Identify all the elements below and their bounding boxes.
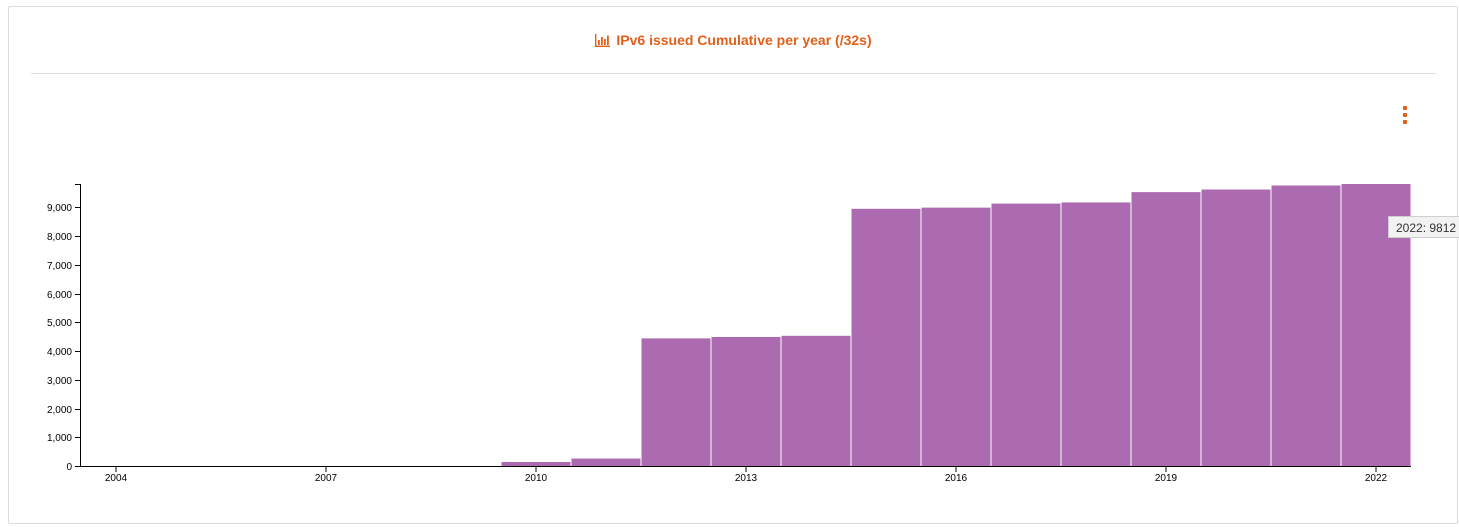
chart-header: IPv6 issued Cumulative per year (/32s) — [31, 7, 1436, 74]
menu-dot — [1403, 106, 1407, 110]
y-tick-label-8000: 8,000 — [47, 232, 72, 243]
bar-chart-icon — [595, 33, 611, 47]
bar-2011[interactable] — [571, 458, 641, 466]
menu-dot — [1403, 120, 1407, 124]
x-tick-label-2019: 2019 — [1155, 473, 1178, 484]
y-tick-label-4000: 4,000 — [47, 347, 72, 358]
bar-2017[interactable] — [991, 203, 1061, 467]
x-tick-label-2022: 2022 — [1365, 473, 1388, 484]
bar-2018[interactable] — [1061, 202, 1131, 466]
y-tick-label-5000: 5,000 — [47, 318, 72, 329]
bar-2015[interactable] — [851, 208, 921, 467]
bar-2020[interactable] — [1201, 189, 1271, 466]
bar-2019[interactable] — [1131, 192, 1201, 466]
bar-2014[interactable] — [781, 335, 851, 466]
bar-2016[interactable] — [921, 207, 991, 466]
bar-2021[interactable] — [1271, 185, 1341, 466]
y-tick-label-6000: 6,000 — [47, 290, 72, 301]
chart-title-text: IPv6 issued Cumulative per year (/32s) — [616, 32, 872, 48]
menu-dot — [1403, 113, 1407, 117]
chart-title: IPv6 issued Cumulative per year (/32s) — [595, 32, 872, 48]
bar-2010[interactable] — [501, 461, 571, 466]
y-tick-label-3000: 3,000 — [47, 376, 72, 387]
x-tick-label-2016: 2016 — [945, 473, 968, 484]
x-tick-label-2013: 2013 — [735, 473, 758, 484]
bar-2012[interactable] — [641, 338, 711, 466]
y-tick-label-9000: 9,000 — [47, 203, 72, 214]
y-tick-label-1000: 1,000 — [47, 433, 72, 444]
axes-layer: 0 1,000 2,000 3,000 4,000 5,000 6,000 7,000 8,00… — [47, 184, 1411, 484]
bars-layer — [501, 184, 1411, 467]
y-tick-label-7000: 7,000 — [47, 261, 72, 272]
y-tick-label-2000: 2,000 — [47, 405, 72, 416]
x-tick-label-2010: 2010 — [525, 473, 548, 484]
x-tick-label-2004: 2004 — [105, 473, 128, 484]
y-tick-label-0: 0 — [66, 462, 72, 473]
bar-tooltip: 2022: 9812 — [1388, 216, 1459, 238]
chart-menu-button[interactable] — [1398, 104, 1412, 126]
bar-2013[interactable] — [711, 336, 781, 466]
x-tick-label-2007: 2007 — [315, 473, 338, 484]
